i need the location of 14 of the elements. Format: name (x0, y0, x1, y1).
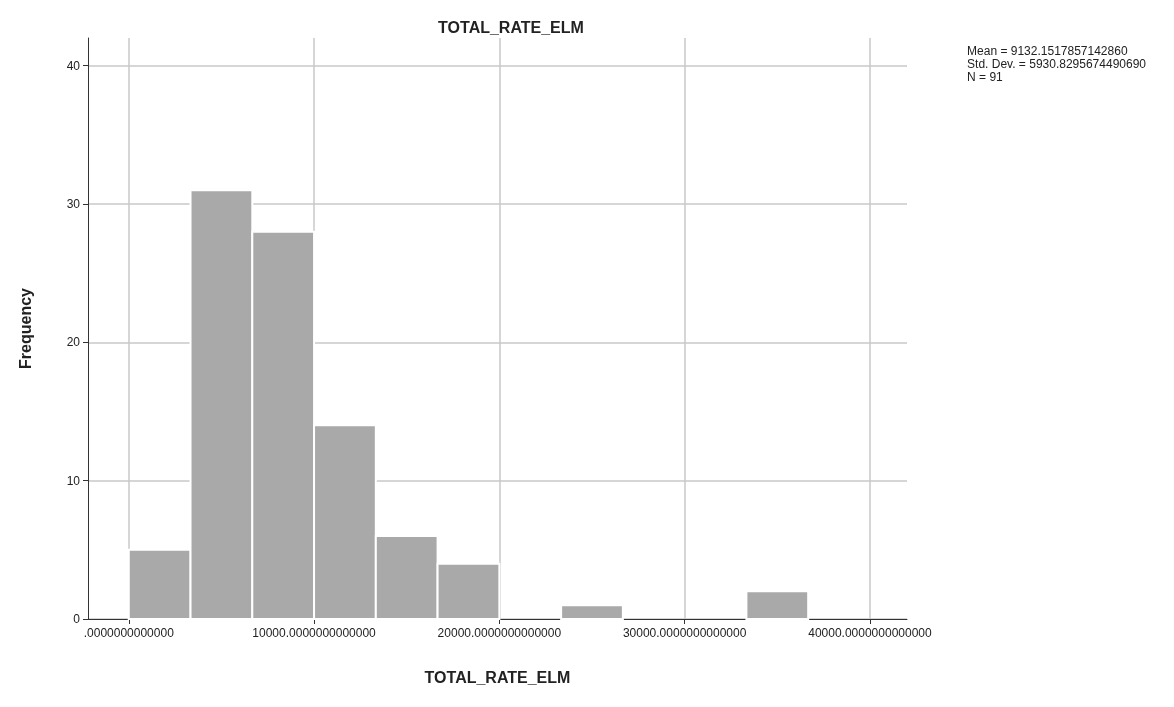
y-axis-title: Frequency (16, 287, 34, 369)
y-tick-label: 0 (73, 612, 81, 626)
x-tick-label: .0000000000000 (83, 626, 175, 640)
chart-title: TOTAL_RATE_ELM (438, 18, 584, 36)
y-tick-label: 10 (66, 473, 81, 488)
x-tick-label: 30000.0000000000000 (622, 626, 747, 640)
y-tick-label: 40 (66, 58, 81, 73)
x-axis-title: TOTAL_RATE_ELM (424, 668, 571, 686)
x-tick-label: 40000.0000000000000 (808, 626, 932, 640)
y-tick-label: 30 (66, 197, 81, 211)
x-tick-label: 10000.0000000000000 (252, 626, 377, 640)
text: Mean = 9132.1517857142860 Std. Dev. = 5930.8295674490690 N = 91 (967, 43, 1147, 84)
y-tick-label: 20 (66, 335, 81, 350)
x-tick-label: 20000.0000000000000 (437, 626, 562, 640)
